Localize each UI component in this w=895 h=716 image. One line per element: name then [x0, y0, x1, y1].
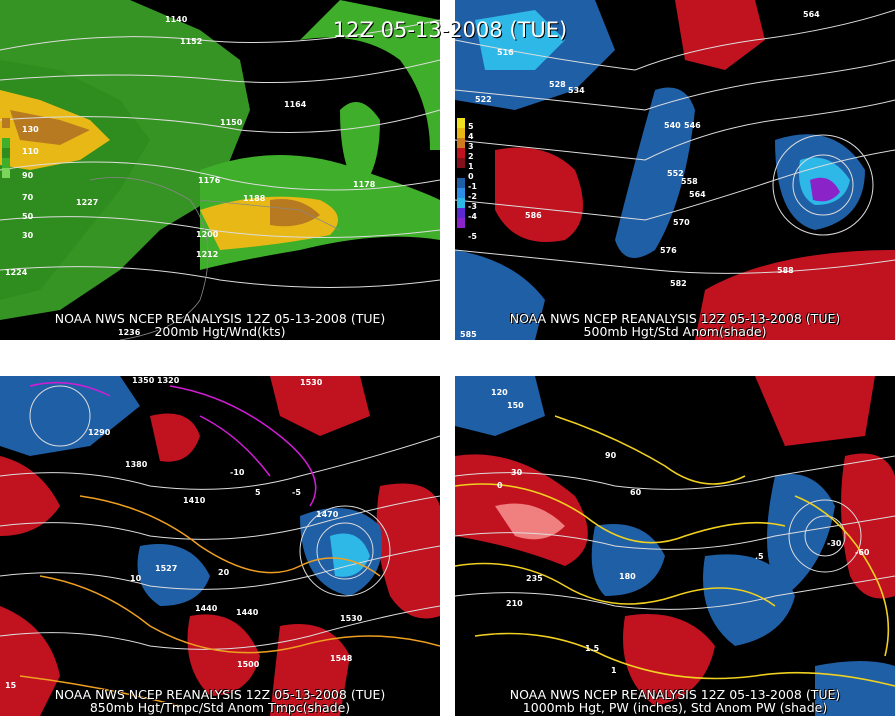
height-label: 546	[684, 121, 701, 130]
height-label: 1410	[183, 496, 206, 505]
height-label: 564	[803, 10, 820, 19]
high-center-label: 235	[526, 574, 543, 583]
panel-header: NOAA NWS NCEP REANALYSIS 12Z 05-13-2008 …	[509, 311, 841, 326]
legend-label: -3	[468, 202, 477, 211]
height-label: 1212	[196, 250, 219, 259]
panel-subtitle: 850mb Hgt/Tmpc/Std Anom Tmpc(shade)	[89, 700, 351, 715]
height-label: 1440	[236, 608, 259, 617]
pw-label: 1.5	[585, 644, 600, 653]
height-label: 1290	[88, 428, 111, 437]
low-center-label: 1150	[220, 118, 243, 127]
legend-label: 0	[468, 172, 474, 181]
height-label: 180	[619, 572, 636, 581]
temp-label: 20	[218, 568, 230, 577]
height-label: 540	[664, 121, 681, 130]
temp-label: -5	[292, 488, 301, 497]
height-label: 576	[660, 246, 677, 255]
temp-label: 5	[255, 488, 261, 497]
height-label: 1320	[157, 376, 180, 385]
height-label: 1530	[340, 614, 363, 623]
high-center-label: 1227	[76, 198, 99, 207]
height-label: 90	[605, 451, 617, 460]
pw-label: 1	[611, 666, 617, 675]
legend-label: -5	[468, 232, 477, 241]
legend-label: 4	[468, 132, 474, 141]
legend-label: 2	[468, 152, 474, 161]
height-label: 516	[497, 48, 514, 57]
panel-header: NOAA NWS NCEP REANALYSIS 12Z 05-13-2008 …	[509, 687, 841, 702]
panel-1000mb: 150 120 90 60 30 0 180 210 235 1.5 1 .5 …	[455, 376, 895, 716]
legend-label: -1	[468, 182, 477, 191]
height-label: 1200	[196, 230, 219, 239]
height-label: 570	[673, 218, 690, 227]
panel-divider-horizontal	[0, 340, 895, 376]
low-center-label: 1178	[353, 180, 376, 189]
height-label: 1350	[132, 376, 155, 385]
legend-label: 50	[22, 212, 34, 221]
height-label: 1188	[243, 194, 266, 203]
panel-subtitle: 200mb Hgt/Wnd(kts)	[154, 324, 286, 339]
height-label: 1236	[118, 328, 141, 337]
panel-200mb: 130 110 90 70 50 30 1140 1152 1164 1176 …	[0, 0, 440, 340]
height-label: -30	[827, 539, 842, 548]
height-label: 120	[491, 388, 508, 397]
height-label: 0	[497, 481, 503, 490]
legend-200mb	[2, 118, 12, 178]
legend-label: 30	[22, 231, 34, 240]
main-title: 12Z 05-13-2008 (TUE)	[332, 18, 568, 42]
map-200mb	[0, 0, 440, 340]
panel-subtitle: 1000mb Hgt, PW (inches), Std Anom PW (sh…	[522, 700, 828, 715]
panel-850mb: 1350 1320 1290 1380 1410 1440 1470 1500 …	[0, 376, 440, 716]
height-label: 1530	[300, 378, 323, 387]
height-label: 60	[630, 488, 642, 497]
height-label: 1440	[195, 604, 218, 613]
high-center-label: 1527	[155, 564, 178, 573]
panel-header: NOAA NWS NCEP REANALYSIS 12Z 05-13-2008 …	[54, 311, 386, 326]
temp-label: -10	[230, 468, 245, 477]
legend-label: 90	[22, 171, 34, 180]
height-label: 528	[549, 80, 566, 89]
legend-label: 70	[22, 193, 34, 202]
panel-header: NOAA NWS NCEP REANALYSIS 12Z 05-13-2008 …	[54, 687, 386, 702]
height-label: 552	[667, 169, 684, 178]
panel-500mb: 5 4 3 2 1 0 -1 -2 -3 -4 -5 516 522 528 5…	[455, 0, 895, 340]
temp-label: 10	[130, 574, 142, 583]
height-label: 1140	[165, 15, 188, 24]
high-center-label: 1548	[330, 654, 353, 663]
panel-subtitle: 500mb Hgt/Std Anom(shade)	[583, 324, 767, 339]
height-label: 1176	[198, 176, 221, 185]
height-label: 30	[511, 468, 523, 477]
height-label: 1224	[5, 268, 28, 277]
height-label: 150	[507, 401, 524, 410]
legend-label: 1	[468, 162, 474, 171]
legend-label: 130	[22, 125, 39, 134]
height-label: 522	[475, 95, 492, 104]
height-label: 210	[506, 599, 523, 608]
height-label: 534	[568, 86, 585, 95]
legend-label: -2	[468, 192, 477, 201]
map-850mb	[0, 376, 440, 716]
height-label: 1470	[316, 510, 339, 519]
high-center-label: 586	[525, 211, 542, 220]
height-label: 1164	[284, 100, 307, 109]
height-label: 558	[681, 177, 698, 186]
legend-label: 110	[22, 147, 39, 156]
legend-500mb	[457, 118, 467, 228]
height-label: -60	[855, 548, 870, 557]
height-label: 1500	[237, 660, 260, 669]
map-500mb	[455, 0, 895, 340]
height-label: 1152	[180, 37, 203, 46]
legend-label: 5	[468, 122, 474, 131]
height-label: 582	[670, 279, 687, 288]
height-label: 564	[689, 190, 706, 199]
legend-label: -4	[468, 212, 477, 221]
map-1000mb	[455, 376, 895, 716]
height-label: 1380	[125, 460, 148, 469]
height-label: 588	[777, 266, 794, 275]
high-center-label: 585	[460, 330, 477, 339]
temp-label: 15	[5, 681, 17, 690]
legend-label: 3	[468, 142, 474, 151]
pw-label: .5	[755, 552, 764, 561]
